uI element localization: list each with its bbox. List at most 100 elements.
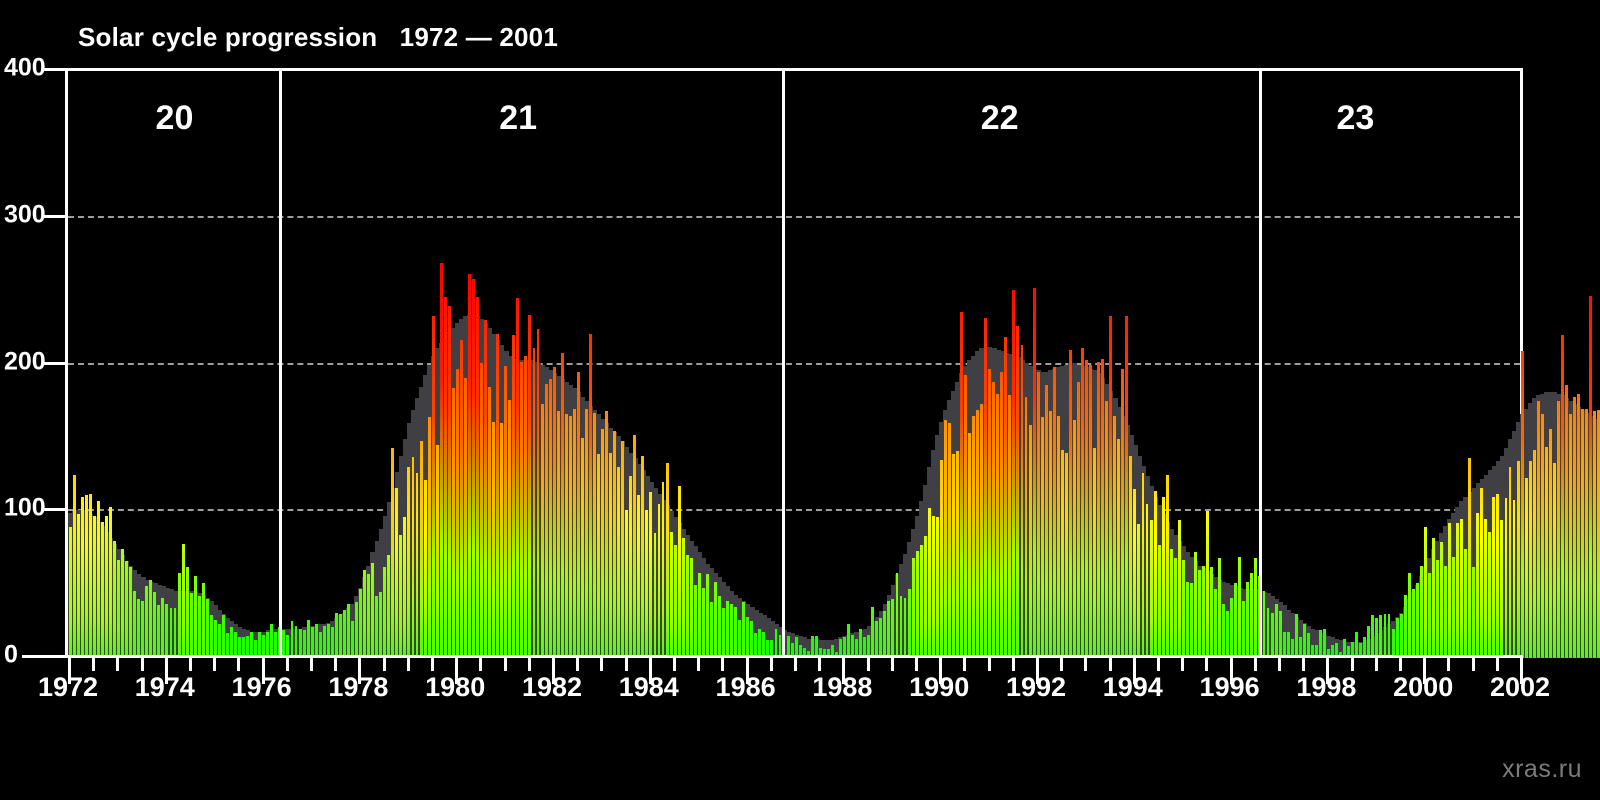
month-bar bbox=[661, 481, 665, 658]
month-bar bbox=[395, 487, 399, 658]
month-bar bbox=[1040, 417, 1044, 658]
month-bar bbox=[165, 603, 169, 658]
month-bar bbox=[492, 421, 496, 658]
month-bar bbox=[1456, 523, 1460, 658]
month-bar bbox=[1000, 371, 1004, 658]
month-bar bbox=[693, 584, 697, 658]
month-bar bbox=[476, 297, 479, 658]
smoothed-segment bbox=[1281, 605, 1287, 658]
month-bar bbox=[665, 462, 669, 658]
month-bar bbox=[217, 624, 221, 658]
month-bar bbox=[891, 599, 895, 658]
month-bar bbox=[1004, 336, 1008, 658]
month-bar bbox=[1439, 542, 1443, 658]
x-tick-minor bbox=[1447, 658, 1451, 671]
month-bar bbox=[1585, 408, 1589, 658]
month-bar bbox=[750, 621, 754, 658]
month-bar bbox=[270, 624, 274, 658]
month-bar bbox=[939, 459, 943, 658]
month-bar bbox=[1516, 461, 1520, 658]
month-bar bbox=[1097, 361, 1101, 658]
month-bar bbox=[431, 316, 435, 658]
month-bar bbox=[1274, 603, 1278, 658]
month-bar bbox=[689, 558, 693, 658]
month-bar bbox=[1278, 611, 1282, 658]
smoothed-segment bbox=[1290, 612, 1295, 658]
month-bar bbox=[221, 615, 225, 658]
month-bar bbox=[738, 619, 742, 658]
month-bar bbox=[274, 631, 278, 658]
month-bar bbox=[1238, 556, 1242, 658]
month-bar bbox=[1524, 477, 1528, 658]
month-bar bbox=[439, 263, 443, 658]
month-bar bbox=[1020, 345, 1024, 658]
month-bar bbox=[88, 493, 92, 658]
month-bar bbox=[887, 600, 891, 658]
month-bar bbox=[709, 602, 713, 658]
month-bar bbox=[1250, 572, 1254, 658]
month-bar bbox=[1387, 613, 1391, 658]
month-bar bbox=[927, 508, 931, 658]
month-bar bbox=[205, 599, 209, 658]
month-bar bbox=[367, 574, 371, 658]
month-bar bbox=[605, 411, 609, 658]
month-bar bbox=[346, 603, 350, 658]
month-bar bbox=[778, 634, 782, 658]
month-bar bbox=[1085, 360, 1088, 658]
month-bar bbox=[1460, 518, 1464, 658]
month-bar bbox=[1193, 552, 1197, 658]
smoothed-segment bbox=[834, 638, 840, 658]
y-tick-label: 400 bbox=[4, 53, 46, 82]
month-bar bbox=[1254, 558, 1258, 658]
month-bar bbox=[1581, 408, 1585, 658]
month-bar bbox=[1109, 316, 1113, 658]
month-bar bbox=[1468, 458, 1472, 658]
month-bar bbox=[1113, 415, 1117, 658]
month-bar bbox=[992, 382, 996, 658]
month-bar bbox=[1081, 348, 1084, 658]
month-bar bbox=[1395, 618, 1399, 658]
cycle-label-22: 22 bbox=[980, 99, 1019, 137]
x-tick-label: 2002 bbox=[1489, 672, 1551, 702]
month-bar bbox=[1520, 351, 1524, 658]
month-bar bbox=[1379, 615, 1383, 658]
month-bar bbox=[209, 615, 213, 658]
month-bar bbox=[601, 429, 604, 658]
x-tick-minor bbox=[1302, 658, 1306, 671]
month-bar bbox=[1318, 630, 1322, 658]
month-bar bbox=[584, 408, 588, 658]
month-bar bbox=[1089, 364, 1092, 658]
month-bar bbox=[1472, 567, 1476, 658]
smoothed-segment bbox=[1310, 628, 1316, 658]
x-tick-minor bbox=[1471, 658, 1475, 671]
month-bar bbox=[637, 495, 641, 658]
month-bar bbox=[1177, 520, 1181, 658]
month-bar bbox=[113, 540, 116, 658]
month-bar bbox=[1153, 490, 1157, 658]
month-bar bbox=[72, 474, 76, 658]
month-bar bbox=[1597, 410, 1600, 658]
month-bar bbox=[1060, 449, 1064, 658]
x-tick-major bbox=[1229, 658, 1233, 684]
smoothed-segment bbox=[826, 640, 832, 658]
month-bar bbox=[415, 473, 419, 658]
month-bar bbox=[871, 606, 875, 658]
x-tick-minor bbox=[431, 658, 434, 671]
month-bar bbox=[536, 329, 540, 658]
month-bar bbox=[1294, 613, 1298, 658]
month-bar bbox=[806, 650, 810, 658]
cycle-separator bbox=[278, 71, 282, 658]
month-bar bbox=[234, 631, 237, 658]
month-bar bbox=[1548, 429, 1552, 658]
month-bar bbox=[419, 440, 423, 658]
month-bar bbox=[1577, 393, 1581, 658]
month-bar bbox=[532, 348, 536, 658]
month-bar bbox=[572, 408, 576, 658]
month-bar bbox=[1242, 600, 1246, 658]
month-bar bbox=[633, 434, 637, 658]
x-tick-major bbox=[1132, 658, 1136, 684]
month-bar bbox=[1476, 512, 1480, 658]
month-bar bbox=[669, 531, 673, 658]
month-bar bbox=[177, 572, 181, 658]
month-bar bbox=[80, 496, 84, 658]
